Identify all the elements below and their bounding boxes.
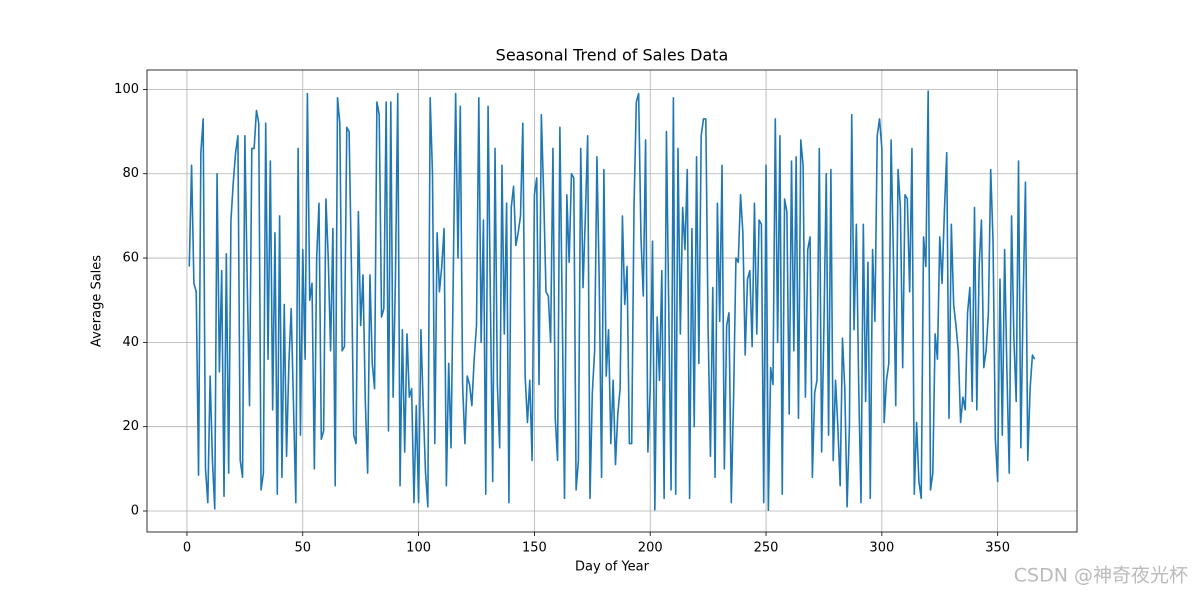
y-tick-label: 100 [114,82,139,97]
x-tick-label: 350 [985,541,1010,556]
y-tick-label: 20 [122,419,139,434]
y-axis-label: Average Sales [90,255,105,347]
x-tick-label: 150 [522,541,547,556]
plot-frame [146,69,1078,533]
x-axis-label: Day of Year [575,560,650,575]
y-tick-label: 60 [122,251,139,266]
x-tick-label: 250 [754,541,779,556]
y-tick-label: 80 [122,166,139,181]
x-tick-label: 100 [406,541,431,556]
y-tick-label: 40 [122,335,139,350]
line-series [188,90,1036,511]
x-tick-label: 0 [183,541,191,556]
x-tick-label: 300 [869,541,894,556]
watermark: CSDN @神奇夜光杯 [1014,565,1188,587]
chart-title: Seasonal Trend of Sales Data [496,46,729,65]
x-tick-label: 50 [294,541,311,556]
y-tick-label: 0 [131,504,139,519]
x-tick-label: 200 [638,541,663,556]
